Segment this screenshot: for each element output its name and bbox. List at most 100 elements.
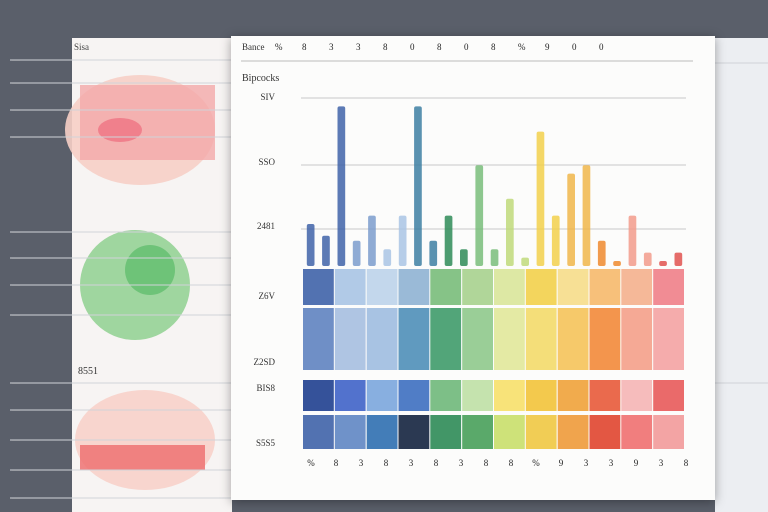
x-tick-label: 8	[334, 458, 339, 468]
heatmap-cell	[430, 269, 462, 305]
left-lower-label: 8551	[78, 366, 98, 377]
bar	[414, 106, 422, 267]
heatmap-cell	[366, 269, 398, 305]
heatmap-cell	[303, 308, 334, 370]
heatmap-cell	[653, 308, 684, 370]
x-tick-label: 8	[684, 458, 689, 468]
bar	[659, 261, 667, 266]
bar	[475, 165, 484, 266]
heatmap-cell	[557, 415, 589, 449]
heatmap-cell	[334, 269, 366, 305]
bar	[337, 106, 346, 267]
heatmap-cell	[462, 269, 493, 305]
heatmap-cell	[430, 308, 462, 370]
heatmap-cell	[462, 415, 493, 449]
heatmap-cell	[621, 380, 653, 411]
heatmap-cell	[398, 380, 430, 411]
bar	[628, 215, 637, 266]
top-tick-label: 0	[464, 42, 469, 52]
bar	[490, 249, 499, 266]
left-row-label: —	[12, 253, 20, 262]
left-row-label: —	[12, 227, 20, 236]
y-tick-label: BIS8	[256, 383, 275, 393]
y-tick-label: Z6V	[259, 291, 276, 301]
x-tick-label: 3	[409, 458, 414, 468]
left-row-label: —	[12, 132, 20, 141]
heatmap-cell	[621, 308, 653, 370]
top-tick-label: 0	[599, 42, 604, 52]
x-tick-label: 8	[434, 458, 439, 468]
left-row-label: —	[12, 493, 20, 502]
bar	[551, 215, 560, 266]
heatmap-cell	[589, 308, 621, 370]
bar	[460, 249, 468, 266]
red-band	[80, 85, 215, 160]
bar	[613, 261, 621, 266]
y-tick-label: 2481	[257, 221, 275, 231]
left-row-label: —	[12, 105, 20, 114]
x-tick-label: 3	[359, 458, 364, 468]
heatmap-cell	[366, 308, 398, 370]
left-row-label: —	[12, 78, 20, 87]
heatmap-cell	[589, 380, 621, 411]
heatmap-cell	[653, 415, 684, 449]
bar	[444, 215, 453, 266]
bar	[306, 224, 315, 266]
heatmap-cell	[653, 380, 684, 411]
top-tick-label: %	[518, 42, 526, 52]
y-tick-label: S5S5	[256, 438, 276, 448]
chart-svg: SIV SSO 2481 Z6V Z2SD BIS8 S5S5% 8 3 8 3 8 3 8 8% 9 3 3 9 3…	[241, 60, 693, 468]
bar	[597, 240, 606, 266]
left-row-label: —	[12, 310, 20, 319]
y-tick-label: Z2SD	[253, 357, 275, 367]
bar	[383, 249, 392, 266]
bar	[521, 257, 529, 266]
top-tick-label: 9	[545, 42, 550, 52]
bar	[506, 198, 514, 266]
heatmap-cell	[621, 269, 653, 305]
heatmap-cell	[462, 380, 493, 411]
heatmap-cell	[557, 308, 589, 370]
bar	[536, 131, 545, 266]
bar	[674, 252, 683, 266]
top-tick-label: 3	[356, 42, 361, 52]
pink-band	[80, 445, 205, 470]
heatmap-cell	[334, 380, 366, 411]
heatmap-cell	[589, 415, 621, 449]
y-tick-label: SIV	[260, 92, 275, 102]
top-tick-label: 0	[410, 42, 415, 52]
left-row-label: —	[12, 405, 20, 414]
top-tick-label: 8	[383, 42, 388, 52]
bar	[352, 240, 361, 266]
top-tick-label: %	[275, 42, 283, 52]
heatmap-cell	[653, 269, 684, 305]
left-guide-lines	[10, 59, 768, 499]
left-panel-header: Sisa	[74, 42, 90, 52]
heatmap-cell	[494, 380, 525, 411]
top-tick-label: 8	[437, 42, 442, 52]
heatmap-cell	[557, 269, 589, 305]
heatmap-cell	[366, 380, 398, 411]
bar	[567, 173, 575, 266]
heatmap-cell	[589, 269, 621, 305]
x-tick-label: 8	[384, 458, 389, 468]
right-panel	[715, 38, 768, 512]
x-tick-label: %	[307, 458, 315, 468]
bar	[398, 215, 407, 266]
heatmap-cell	[525, 415, 557, 449]
heatmap-cell	[462, 308, 493, 370]
bar	[429, 240, 438, 266]
card-title: Bance	[242, 42, 265, 52]
bar	[368, 215, 376, 266]
x-tick-label: 3	[609, 458, 614, 468]
x-tick-label: 8	[509, 458, 514, 468]
top-tick-label: 8	[491, 42, 496, 52]
heatmap-cell	[494, 308, 525, 370]
x-tick-label: 3	[584, 458, 589, 468]
bar	[582, 165, 591, 266]
heatmap-cell	[525, 380, 557, 411]
heatmap-cell	[303, 380, 334, 411]
heatmap-cell	[334, 308, 366, 370]
chart-card: Bance % 8 3 3 8 0 8 0 8% 9 0 0 Bipcocks SIV SSO 2481 Z…	[231, 36, 715, 500]
heatmap-cell	[430, 380, 462, 411]
